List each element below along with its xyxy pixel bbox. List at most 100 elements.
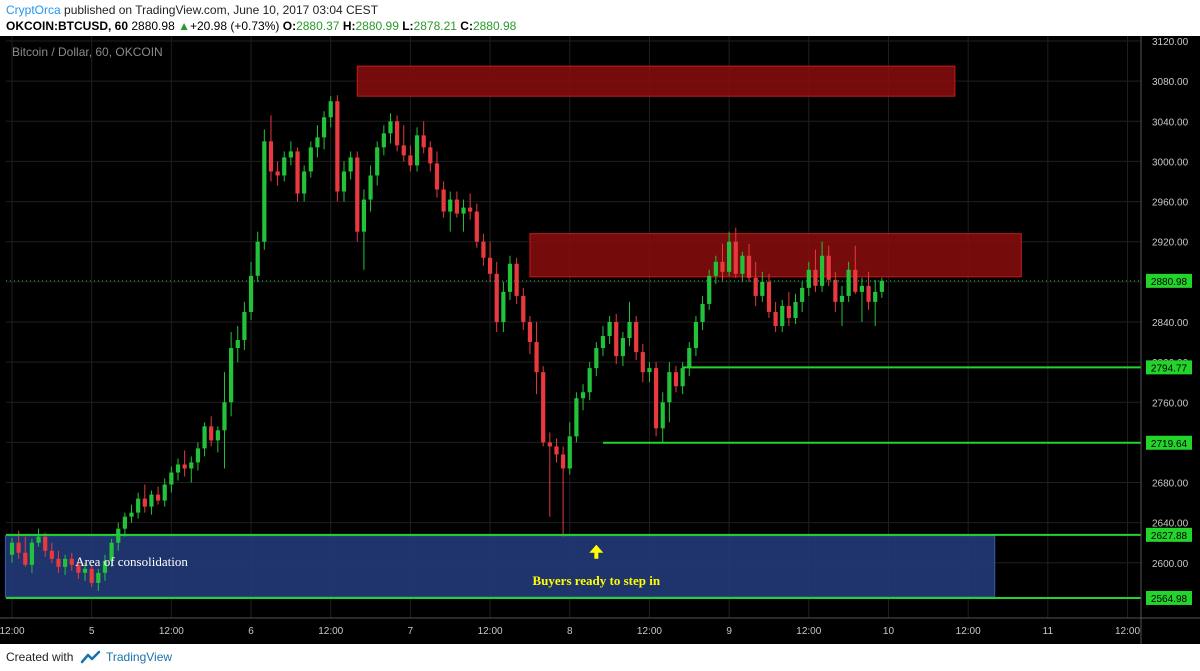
y-tick-label: 3120.00 (1152, 37, 1189, 48)
candle-bear (640, 352, 645, 373)
candle-bull (707, 275, 712, 304)
author-link[interactable]: CryptOrca (6, 3, 61, 17)
candle-bull (242, 311, 247, 341)
candle-bull (235, 340, 240, 349)
candle-bull (780, 305, 785, 326)
candle-bear (534, 342, 539, 373)
candle-bull (600, 336, 606, 349)
x-tick-label: 12:00 (318, 626, 343, 637)
x-tick-label: 11 (1043, 626, 1054, 637)
y-tick-label: 2960.00 (1152, 198, 1189, 209)
candle-bull (302, 171, 307, 194)
candle-bull (328, 101, 333, 118)
candle-bear (614, 321, 619, 357)
candle-bear (355, 157, 360, 232)
price-tag-label: 2564.98 (1151, 594, 1188, 605)
candle-bull (189, 462, 194, 469)
candle-bull (248, 275, 254, 312)
candle-bull (580, 392, 586, 399)
candle-bull (149, 494, 154, 507)
candle-bear (421, 135, 426, 148)
x-tick-label: 12:00 (1115, 626, 1140, 637)
candle-bull (806, 269, 811, 288)
candle-bull (361, 199, 367, 232)
candle-bear (494, 273, 499, 322)
candle-bull (82, 568, 88, 573)
candle-bull (388, 121, 393, 134)
price-tag (1146, 590, 1192, 605)
tradingview-brand[interactable]: TradingView (106, 650, 173, 664)
change-up-icon: ▲ (178, 19, 190, 33)
candle-bear (155, 494, 161, 501)
price-tag-label: 2880.98 (1151, 277, 1188, 288)
candle-bear (434, 163, 440, 190)
candle-bear (408, 155, 413, 166)
candle-bull (348, 157, 353, 172)
candle-bear (634, 321, 639, 353)
y-tick-label: 3040.00 (1152, 117, 1189, 128)
candle-bear (653, 368, 659, 429)
candle-bull (819, 255, 825, 286)
candle-bear (16, 542, 21, 553)
candle-bull (308, 147, 313, 172)
candle-bull (195, 448, 201, 463)
x-tick-label: 12:00 (159, 626, 184, 637)
candle-bull (375, 147, 380, 176)
grid (6, 36, 1141, 618)
candle-bull (175, 464, 181, 473)
candle-bear (76, 564, 81, 573)
candle-bull (859, 285, 865, 292)
candle-bull (740, 255, 745, 274)
candle-bull (693, 321, 699, 349)
candle-bear (275, 171, 280, 176)
price-tag-label: 2627.88 (1151, 531, 1188, 542)
candle-bull (63, 558, 68, 567)
x-tick-label: 7 (408, 626, 414, 637)
candle-bear (561, 454, 566, 469)
candle-bull (627, 321, 632, 339)
candle-bull (501, 291, 506, 322)
candle-bull (162, 484, 167, 501)
x-tick-label: 10 (883, 626, 895, 637)
candle-bull (574, 398, 579, 437)
consolidation-annotation: Area of consolidation (75, 554, 188, 569)
candle-bear (514, 263, 519, 296)
price-tag (1146, 273, 1192, 288)
y-tick-label: 2840.00 (1152, 318, 1189, 329)
candle-bull (315, 137, 320, 148)
candle-bear (428, 147, 433, 164)
price-chart[interactable]: 2600.002640.002680.002720.002760.002800.… (0, 36, 1200, 644)
candle-bull (169, 472, 174, 485)
candle-bull (262, 141, 267, 242)
candle-bear (766, 281, 772, 312)
candle-bull (215, 430, 220, 441)
low-label: L: (402, 19, 414, 33)
candle-bear (56, 558, 61, 567)
candle-bull (29, 542, 35, 565)
chart-title: Bitcoin / Dollar, 60, OKCOIN (12, 45, 163, 59)
x-tick-label: 12:00 (956, 626, 981, 637)
y-tick-label: 2680.00 (1152, 479, 1189, 490)
candle-bear (826, 255, 831, 280)
y-tick-label: 2920.00 (1152, 238, 1189, 249)
candle-bull (680, 368, 685, 387)
candle-bull (793, 301, 798, 318)
candle-bear (481, 241, 486, 258)
candle-bear (441, 189, 446, 212)
high-label: H: (342, 19, 356, 33)
candle-bull (607, 321, 612, 337)
candle-bear (395, 121, 400, 146)
y-tick-label: 2640.00 (1152, 519, 1189, 530)
candle-bull (36, 536, 41, 543)
candle-bear (813, 269, 818, 286)
candle-bull (700, 303, 705, 322)
candle-bear (89, 568, 94, 583)
candle-bull (448, 199, 453, 212)
candle-bull (507, 263, 513, 292)
candle-bear (753, 277, 758, 296)
candle-bear (521, 295, 526, 322)
x-tick-label: 8 (567, 626, 573, 637)
price-tag (1146, 527, 1192, 542)
price-tag (1146, 360, 1192, 375)
candle-bull (321, 117, 327, 138)
